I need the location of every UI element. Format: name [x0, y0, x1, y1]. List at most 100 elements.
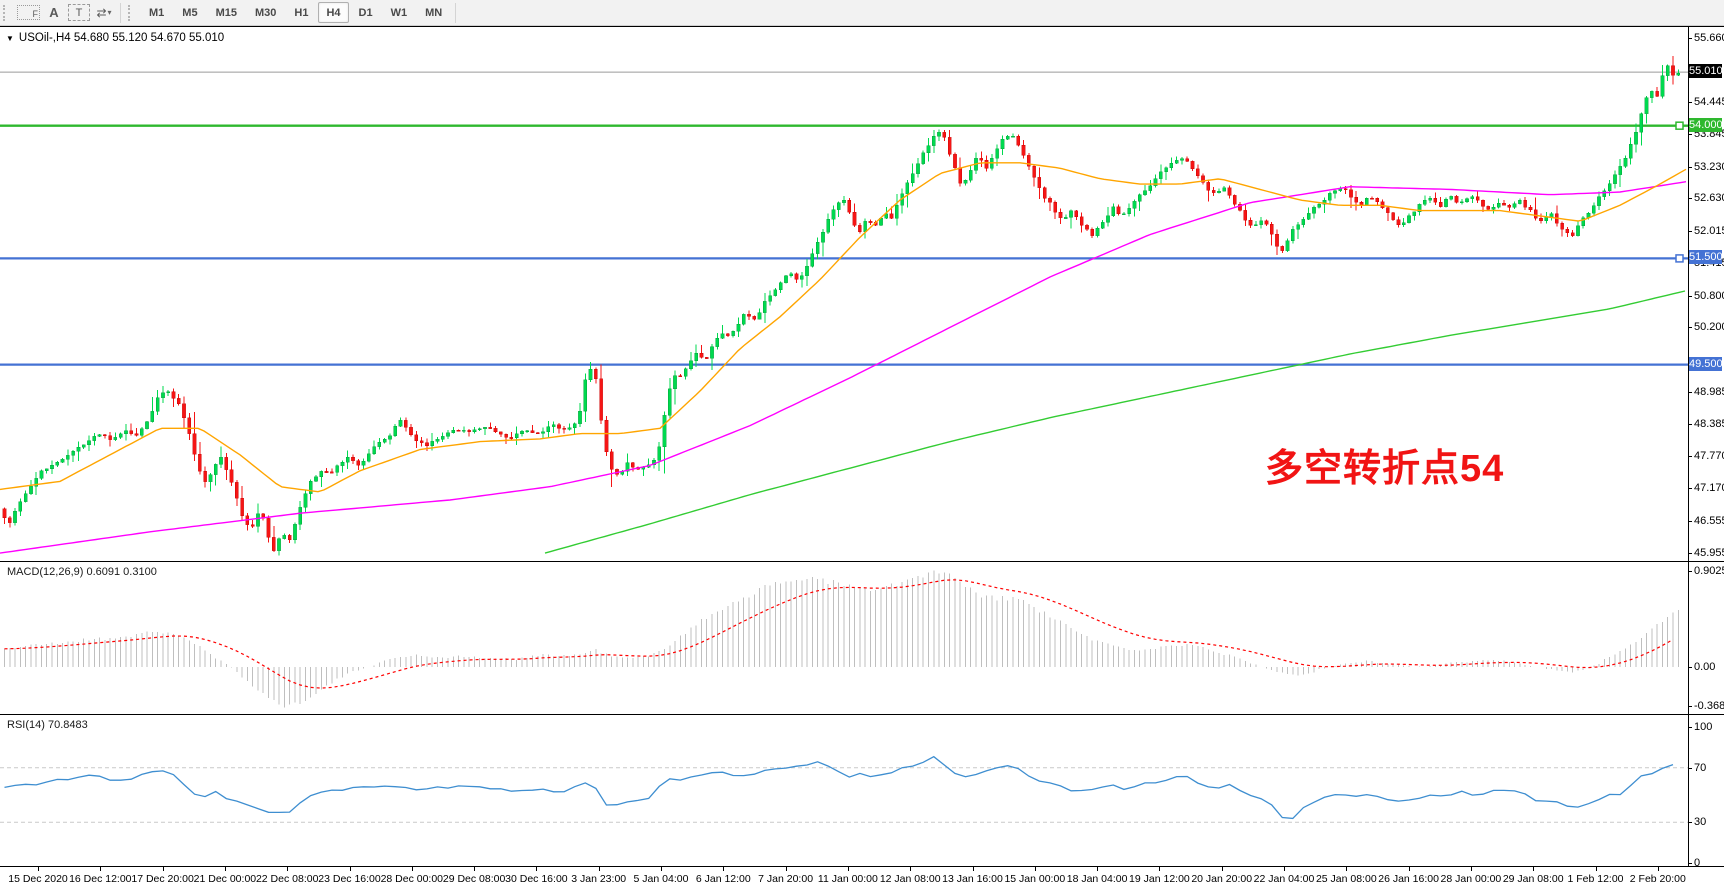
rsi-line: [4, 755, 1674, 820]
time-tick: [100, 867, 102, 871]
toolbar-grip[interactable]: [128, 4, 136, 21]
dropdown-caret-icon[interactable]: ▾: [107, 8, 112, 17]
time-label: 15 Jan 00:00: [1004, 873, 1066, 885]
timeframe-button-h1[interactable]: H1: [294, 6, 309, 19]
rsi-tick: 100: [1687, 721, 1713, 733]
time-label: 21 Dec 00:00: [193, 873, 257, 885]
toolbar-separator: [455, 2, 457, 23]
time-tick: [1097, 867, 1099, 871]
symbol-dropdown-icon[interactable]: ▼: [6, 33, 14, 43]
price-tick: 55.660: [1688, 32, 1724, 44]
rsi-axis-border: [1688, 715, 1689, 866]
price-chart-plot[interactable]: [0, 27, 1688, 562]
time-label: 20 Jan 20:00: [1191, 873, 1253, 885]
price-tick: 47.170: [1688, 482, 1724, 494]
macd-label: MACD(12,26,9) 0.6091 0.3100: [7, 566, 157, 578]
time-tick: [162, 867, 164, 871]
price-label-51.500: 51.500: [1689, 250, 1723, 265]
timeframe-button-w1[interactable]: W1: [390, 6, 408, 19]
rsi-tick: 70: [1687, 761, 1707, 774]
annotation-text[interactable]: 多空转折点54: [1265, 448, 1505, 490]
macd-tick: 0.9025: [1688, 565, 1724, 577]
time-tick: [1595, 867, 1597, 871]
timeframe-button-m30[interactable]: M30: [254, 6, 277, 19]
timeframe-button-m5[interactable]: M5: [182, 6, 198, 19]
time-label: 7 Jan 20:00: [758, 873, 814, 885]
text-a-icon[interactable]: A: [49, 5, 59, 20]
time-label: 18 Jan 04:00: [1066, 873, 1128, 885]
rsi-label: RSI(14) 70.8483: [7, 719, 88, 731]
price-tick: 48.985: [1688, 386, 1724, 398]
time-label: 30 Dec 16:00: [505, 873, 568, 885]
macd-tick: -0.3688: [1687, 700, 1724, 712]
macd-tick: 0.00: [1687, 661, 1716, 674]
macd-plot[interactable]: [0, 562, 1688, 715]
time-label: 15 Dec 2020: [8, 873, 68, 885]
rsi-tick: 30: [1687, 816, 1707, 829]
time-label: 16 Dec 12:00: [69, 873, 132, 885]
price-tick: 52.630: [1688, 192, 1724, 204]
timeframe-button-mn[interactable]: MN: [425, 6, 443, 19]
timeframe-button-h4[interactable]: H4: [318, 2, 349, 23]
time-label: 12 Jan 08:00: [879, 873, 941, 885]
hline-handle-54[interactable]: [1675, 121, 1684, 130]
time-label: 13 Jan 16:00: [942, 873, 1003, 885]
time-tick: [1284, 867, 1285, 871]
time-tick: [287, 867, 289, 871]
time-tick: [910, 867, 912, 871]
time-tick: [661, 867, 662, 871]
price-axis-border: [1688, 27, 1689, 561]
price-tick: 48.385: [1688, 418, 1724, 430]
horizontal-lines[interactable]: [0, 124, 1688, 366]
time-tick: [1346, 867, 1348, 871]
time-label: 5 Jan 04:00: [633, 873, 689, 885]
main-chart-panel: ▼ USOil-,H4 54.680 55.120 54.670 55.010 …: [0, 26, 1724, 561]
macd-histogram: [4, 570, 1679, 708]
time-label: 23 Dec 16:00: [318, 873, 381, 885]
macd-axis-border: [1688, 562, 1689, 714]
time-label: 11 Jan 00:00: [817, 873, 878, 885]
timeframe-button-m1[interactable]: M1: [149, 6, 165, 19]
time-label: 29 Jan 08:00: [1502, 873, 1564, 885]
toolbar-separator: [120, 2, 121, 23]
time-label: 29 Dec 08:00: [442, 873, 506, 885]
quick-format-icon[interactable]: F: [17, 5, 40, 20]
time-tick: [785, 867, 787, 871]
time-tick: [723, 867, 725, 871]
time-tick: [1221, 867, 1223, 871]
time-label: 28 Jan 00:00: [1440, 873, 1502, 885]
symbol-ohlc-text: USOil-,H4 54.680 55.120 54.670 55.010: [18, 32, 225, 44]
time-label: 28 Dec 00:00: [380, 873, 444, 885]
time-label: 22 Jan 04:00: [1253, 873, 1315, 885]
hline-handle-51.5[interactable]: [1675, 254, 1684, 263]
time-label: 2 Feb 20:00: [1629, 873, 1686, 885]
timeframe-button-m15[interactable]: M15: [215, 6, 237, 19]
time-tick: [847, 867, 849, 871]
swap-arrows-glyph: ⇄: [96, 5, 107, 20]
time-tick: [474, 867, 476, 871]
time-tick: [224, 867, 226, 871]
toolbar-grip[interactable]: [3, 4, 11, 21]
time-tick: [1034, 867, 1036, 871]
price-tick: 45.955: [1688, 547, 1724, 559]
ma-mid-line: [0, 181, 1687, 554]
rsi-plot[interactable]: [0, 715, 1688, 868]
time-label: 25 Jan 08:00: [1315, 873, 1377, 885]
toolbar: F A T ⇄ ▾ M1 M5 M15 M30 H1 H4 D1 W1 MN: [0, 0, 1724, 26]
text-box-icon[interactable]: T: [68, 4, 90, 21]
time-tick: [349, 867, 351, 871]
rsi-panel: RSI(14) 70.8483 100 70 30 0: [0, 714, 1724, 869]
timeframe-group: M1 M5 M15 M30 H1 H4 D1 W1 MN: [140, 2, 451, 23]
price-tick: 46.555: [1688, 515, 1724, 527]
price-tick: 52.015: [1688, 225, 1724, 237]
time-label: 26 Jan 16:00: [1378, 873, 1439, 885]
time-axis[interactable]: 15 Dec 2020 16 Dec 12:00 17 Dec 20:00 21 De…: [0, 867, 1724, 891]
ma-slow-line: [544, 290, 1686, 554]
price-tick: 53.230: [1688, 161, 1724, 173]
swap-arrows-icon[interactable]: ⇄ ▾: [94, 3, 114, 23]
time-label: 6 Jan 12:00: [695, 873, 751, 885]
price-label-55.010: 55.010: [1689, 64, 1723, 79]
timeframe-button-d1[interactable]: D1: [358, 6, 373, 19]
time-tick: [1657, 867, 1659, 871]
time-label: 22 Dec 08:00: [255, 873, 319, 885]
